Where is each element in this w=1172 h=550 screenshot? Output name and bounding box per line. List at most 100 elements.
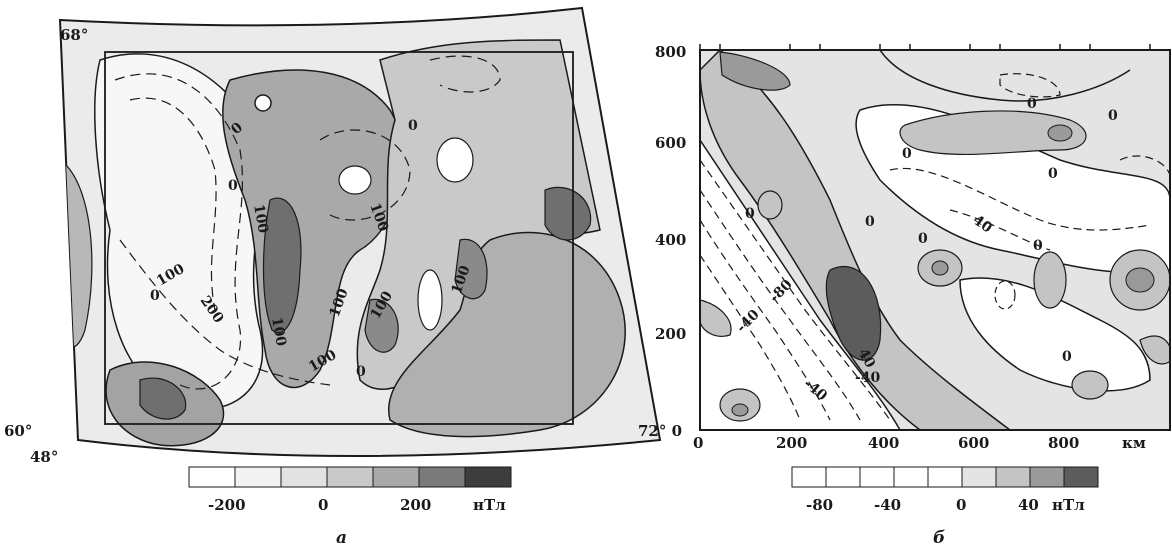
positive-blob: [1139, 335, 1170, 365]
caption-b: б: [933, 528, 945, 548]
dashed-contour: [1119, 155, 1170, 176]
contour-label: 0: [1108, 108, 1118, 124]
contour-label: 0: [408, 118, 418, 134]
strong-anomaly: [262, 197, 302, 333]
legend-swatch: [825, 466, 861, 488]
legend-swatch: [791, 466, 827, 488]
corner-label: 72° 0: [638, 422, 682, 440]
contour-label: 0: [1027, 96, 1037, 112]
contour-label: -40: [855, 370, 881, 386]
lat-label-bottom: 60°: [4, 422, 32, 440]
zero-contour: [879, 50, 1131, 102]
negative-core: [417, 269, 443, 331]
legend-swatch: [234, 466, 282, 488]
dashed-contour: [700, 159, 891, 421]
legend-swatch: [188, 466, 236, 488]
positive-blob: [899, 110, 1087, 156]
lon-label-left: 48°: [30, 448, 58, 466]
dashed-contour: [994, 280, 1016, 310]
panel-b-plot: 800 600 400 200 72° 0 0 200 400 600 800 …: [638, 43, 1171, 548]
dashed-contour: [129, 97, 217, 311]
positive-blob: [1047, 124, 1073, 142]
legend-swatch: [995, 466, 1031, 488]
legend-a: -200 0 200 нТл: [188, 466, 512, 514]
y-tick: 800: [655, 43, 686, 61]
contour-label: 0: [865, 214, 875, 230]
dashed-contour: [700, 189, 861, 421]
positive-blob: [731, 403, 749, 417]
top-ticks: [699, 44, 1151, 50]
positive-blob: [1033, 251, 1067, 309]
positive-region: [387, 231, 626, 438]
strong-anomaly: [454, 238, 488, 300]
legend-tick: 0: [956, 496, 966, 514]
legend-tick: 200: [400, 496, 431, 514]
caption-a: а: [336, 528, 347, 548]
contour-label: 100: [268, 316, 289, 348]
y-tick: 200: [655, 325, 686, 343]
positive-blob: [1125, 267, 1155, 293]
contour-label: 0: [1062, 349, 1072, 365]
contour-label: 0: [150, 288, 160, 304]
contour-label: 0: [1048, 166, 1058, 182]
negative-region: [700, 138, 901, 430]
contour-label: 0: [745, 206, 755, 222]
legend-tick: -200: [208, 496, 246, 514]
contour-label: 0: [228, 178, 238, 194]
study-area-frame: [104, 51, 574, 425]
positive-blob: [757, 190, 783, 220]
legend-b: -80 -40 0 40 нТл: [791, 466, 1099, 514]
legend-swatch: [372, 466, 420, 488]
dashed-contour: [700, 254, 801, 421]
y-tick: 400: [655, 231, 686, 249]
strong-anomaly: [139, 377, 187, 420]
y-tick: 600: [655, 134, 686, 152]
legend-swatch: [1029, 466, 1065, 488]
contour-label: 100: [250, 203, 271, 235]
legend-swatch: [326, 466, 374, 488]
contour-label: 0: [1033, 238, 1043, 254]
strong-anomaly: [544, 186, 592, 241]
legend-unit: нТл: [1052, 496, 1085, 514]
legend-tick: -40: [874, 496, 901, 514]
legend-swatch: [1063, 466, 1099, 488]
panel-a-map: 68° 60° 48° 0 0 0 100 100 100 100 100 10…: [4, 6, 662, 548]
legend-swatch: [893, 466, 929, 488]
contour-label: 0: [918, 231, 928, 247]
dashed-contour: [999, 73, 1061, 98]
positive-blob: [931, 260, 949, 276]
legend-swatch: [859, 466, 895, 488]
x-tick: 800: [1048, 434, 1079, 452]
positive-band: [700, 50, 1012, 430]
legend-swatch: [927, 466, 963, 488]
positive-blob: [700, 299, 732, 337]
legend-unit: нТл: [473, 496, 506, 514]
dashed-contour: [119, 239, 331, 386]
dashed-contour: [319, 129, 411, 221]
dashed-contour: [429, 55, 501, 93]
legend-tick: 0: [318, 496, 328, 514]
dashed-contour: [949, 209, 1051, 251]
x-tick: 600: [958, 434, 989, 452]
legend-swatch: [280, 466, 328, 488]
legend-swatch: [464, 466, 512, 488]
negative-core: [254, 94, 272, 112]
dashed-contour: [700, 219, 831, 421]
x-tick: 0: [693, 434, 703, 452]
lat-label-top: 68°: [60, 26, 88, 44]
legend-swatch: [961, 466, 997, 488]
strong-anomaly: [364, 298, 399, 353]
negative-core: [338, 165, 372, 195]
positive-core: [719, 51, 791, 91]
x-unit: км: [1122, 434, 1146, 452]
legend-tick: -80: [806, 496, 833, 514]
negative-core: [436, 137, 474, 183]
legend-swatch: [418, 466, 466, 488]
contour-label: 0: [902, 146, 912, 162]
dashed-contour: [889, 167, 1151, 231]
legend-tick: 40: [1018, 496, 1039, 514]
positive-core: [825, 265, 882, 361]
dashed-contour: [114, 73, 243, 390]
